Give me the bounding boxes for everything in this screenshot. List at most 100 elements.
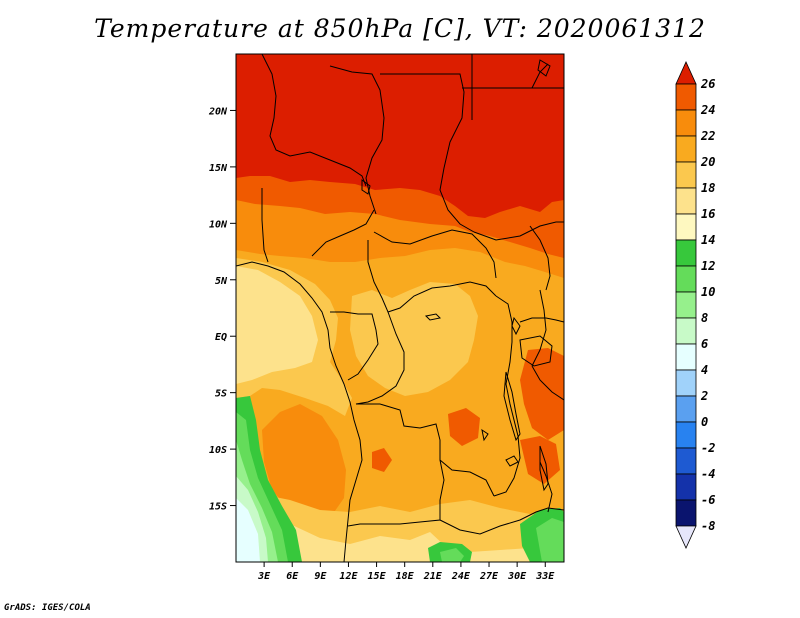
band-14-16-south xyxy=(236,512,564,562)
colorbar-swatch xyxy=(675,525,697,549)
colorbar-swatch xyxy=(675,369,697,397)
lon-tick-label: 30E xyxy=(507,571,527,582)
colorbar-swatch xyxy=(675,109,697,137)
lat-tick-label: 5N xyxy=(215,276,228,287)
colorbar-level-label: 0 xyxy=(701,415,708,429)
border-nigeria-cameroon xyxy=(311,209,375,257)
colorbar-swatch xyxy=(675,135,697,163)
border-gabon-congo xyxy=(330,311,379,381)
lat-tick-label: EQ xyxy=(215,332,227,343)
border-cameroon-car xyxy=(367,240,497,313)
colorbar-swatch xyxy=(675,239,697,267)
lon-tick-label: 15E xyxy=(368,571,387,582)
lon-tick-label: 33E xyxy=(535,571,555,582)
border-ethiopia xyxy=(529,225,551,291)
colorbar-level-label: 22 xyxy=(700,129,715,143)
lake-bangweulu xyxy=(424,313,442,321)
colorbar-level-label: 2 xyxy=(700,389,708,403)
band-22-24-south-a xyxy=(448,408,480,446)
lon-tick-label: 3E xyxy=(257,571,271,582)
grads-credit: GrADS: IGES/COLA xyxy=(4,603,91,613)
lat-tick-label: 10S xyxy=(209,445,227,456)
colorbar-swatch xyxy=(675,395,697,423)
border-sahel-1 xyxy=(261,54,367,187)
border-chad-niger xyxy=(329,65,385,215)
colorbar-swatch xyxy=(675,343,697,371)
lake-victoria xyxy=(519,335,553,367)
lake-tana xyxy=(537,59,551,77)
lake-mweru xyxy=(481,428,489,442)
colorbar-swatch xyxy=(675,213,697,241)
colorbar-level-label: 12 xyxy=(701,259,715,273)
longitude-axis: 3E 6E 9E 12E 15E 18E 21E 24E 27E 30E 33E xyxy=(257,562,555,582)
colorbar-level-label: 8 xyxy=(701,311,708,325)
colorbar-level-label: 24 xyxy=(700,103,715,117)
colorbar-level-label: -2 xyxy=(701,441,715,455)
lake-albert xyxy=(511,316,521,336)
colorbar-level-label: 6 xyxy=(701,337,708,351)
border-nigeria xyxy=(261,188,269,263)
colorbar-level-label: -8 xyxy=(701,519,715,533)
lake-tanganyika xyxy=(503,371,521,442)
colorbar-swatch xyxy=(675,83,697,111)
colorbar-level-label: -6 xyxy=(701,493,715,507)
lon-tick-label: 27E xyxy=(479,571,499,582)
border-chad-sudan xyxy=(380,73,475,233)
border-sudan-southsudan xyxy=(473,221,564,241)
lake-malawi xyxy=(539,445,549,492)
chart-title: Temperature at 850hPa [C], VT: 202006131… xyxy=(94,14,706,43)
coastline-west xyxy=(236,261,363,562)
band-10-12-se xyxy=(536,518,564,562)
band-10-12-s xyxy=(440,548,464,562)
border-zambia-south xyxy=(439,507,564,535)
country-borders xyxy=(236,54,564,562)
colorbar-level-label: 18 xyxy=(701,181,715,195)
colorbar-level-label: -4 xyxy=(701,467,715,481)
lon-tick-label: 21E xyxy=(423,571,443,582)
lon-tick-label: 12E xyxy=(339,571,358,582)
latitude-axis: 20N 15N 10N 5N EQ 5S 10S 15S xyxy=(208,106,236,513)
border-malawi xyxy=(539,461,553,513)
band-14-16-west xyxy=(236,266,318,384)
border-uganda-kenya xyxy=(531,289,547,367)
map-frame xyxy=(235,53,565,563)
band-24-26-north xyxy=(236,54,564,218)
colorbar-level-label: 20 xyxy=(700,155,715,169)
lon-tick-label: 18E xyxy=(396,571,415,582)
lat-tick-label: 5S xyxy=(215,389,227,400)
lat-tick-label: 15S xyxy=(209,502,227,513)
lat-tick-label: 20N xyxy=(208,106,228,117)
colorbar-swatch xyxy=(675,473,697,501)
lon-tick-label: 6E xyxy=(286,571,299,582)
lake-chad xyxy=(361,179,371,195)
lake-kariba xyxy=(505,455,519,467)
lat-tick-label: 10N xyxy=(209,219,228,230)
colorbar-level-label: 4 xyxy=(701,363,708,377)
border-east-africa xyxy=(519,317,564,323)
colorbar-level-label: 14 xyxy=(701,233,715,247)
colorbar-swatch xyxy=(675,421,697,449)
border-congo-drc xyxy=(355,311,405,405)
colorbar-level-label: 10 xyxy=(701,285,715,299)
band-4-6-sw xyxy=(236,498,260,562)
colorbar-swatch xyxy=(675,291,697,319)
colorbar-swatch xyxy=(675,61,697,85)
border-car-north xyxy=(373,229,497,279)
border-drc-east xyxy=(493,295,521,497)
colorbar-swatch xyxy=(675,447,697,475)
colorbar-swatch xyxy=(675,161,697,189)
colorbar-level-label: 16 xyxy=(701,207,715,221)
band-20-22-angola xyxy=(262,404,346,520)
colorbar-swatch xyxy=(675,265,697,293)
border-tanzania xyxy=(531,365,564,401)
lon-tick-label: 9E xyxy=(314,571,327,582)
border-drc-angola xyxy=(356,403,495,497)
band-22-24-south-b xyxy=(372,448,392,472)
colorbar-swatch xyxy=(675,187,697,215)
colorbar-swatch xyxy=(675,499,697,527)
lon-tick-label: 24E xyxy=(451,571,471,582)
lat-tick-label: 15N xyxy=(209,163,228,174)
band-16-18-congo xyxy=(350,282,478,396)
